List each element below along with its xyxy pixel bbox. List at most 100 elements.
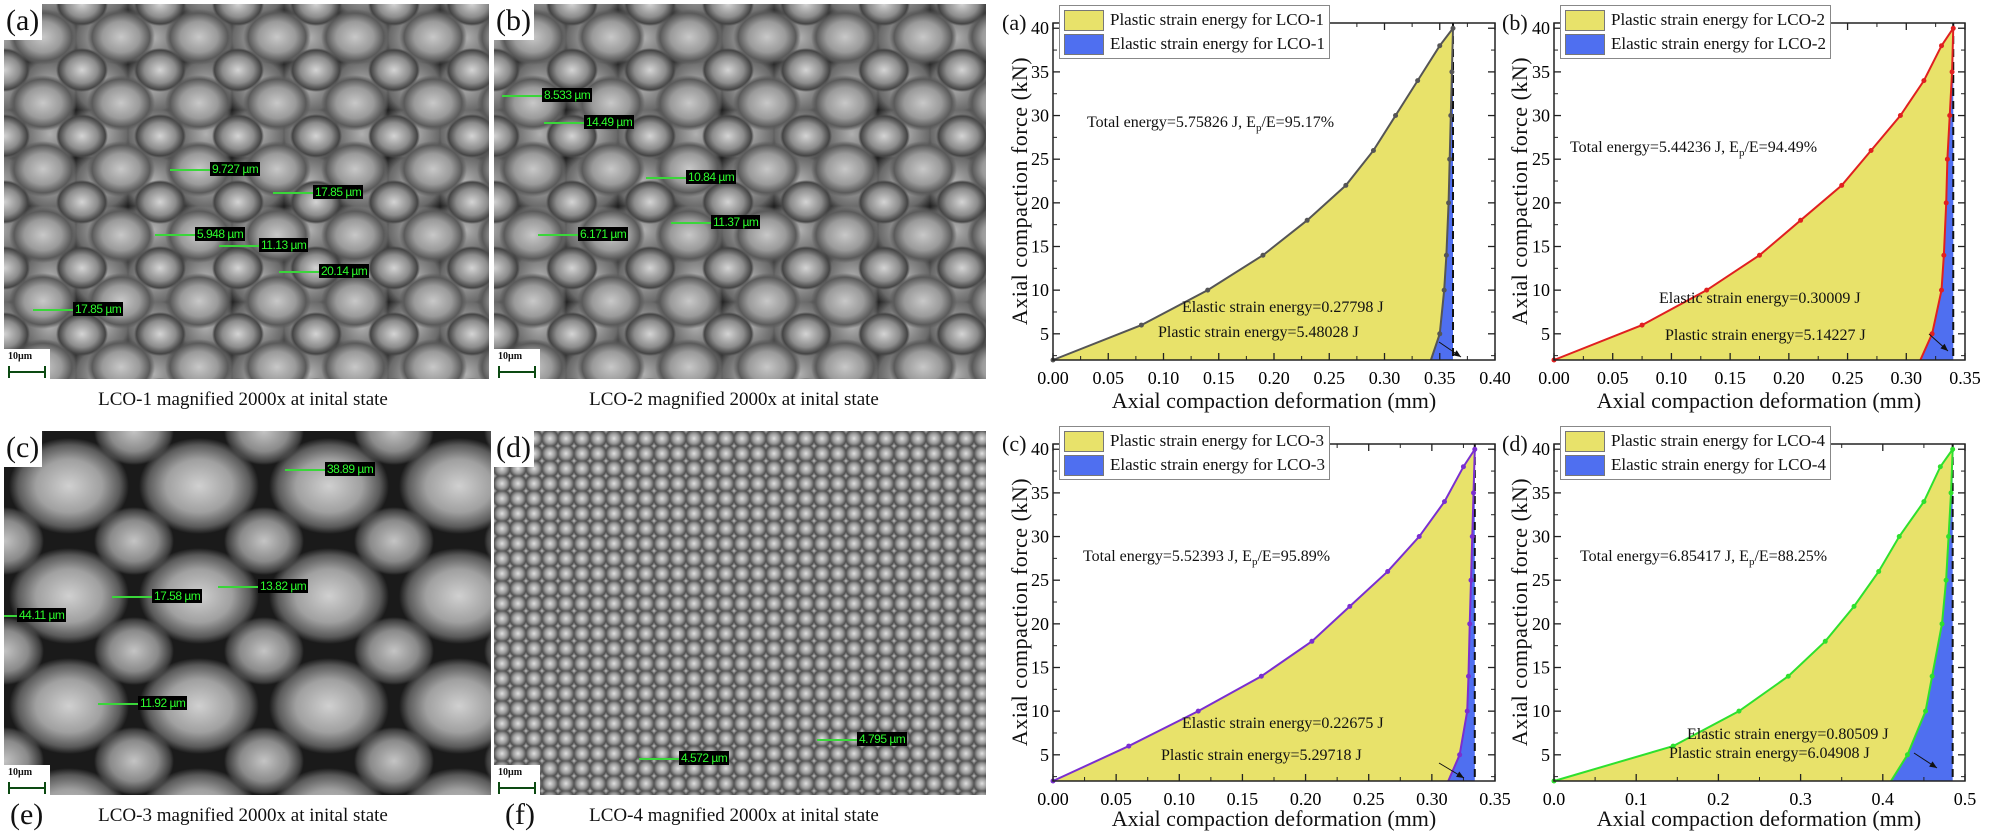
y-tick-label: 40 xyxy=(1031,439,1049,459)
y-axis-title: Axial compaction force (kN) xyxy=(1507,477,1532,747)
y-tick-label: 15 xyxy=(1031,658,1049,678)
x-tick-label: 0.10 xyxy=(1656,368,1688,388)
data-point-marker xyxy=(1443,252,1449,258)
x-tick-label: 0.30 xyxy=(1891,368,1923,388)
x-axis-title: Axial compaction deformation (mm) xyxy=(1596,806,1922,831)
legend-item-plastic: Plastic strain energy for LCO-2 xyxy=(1565,8,1826,32)
measurement-label: 20.14 µm xyxy=(278,264,370,278)
data-point-marker xyxy=(1949,69,1955,75)
scale-bar-label: 10µm xyxy=(8,351,33,362)
y-tick-label: 15 xyxy=(1532,237,1550,257)
x-tick-label: 0.30 xyxy=(1416,789,1448,809)
x-tick-label: 0.20 xyxy=(1290,789,1322,809)
scale-bar-label: 10µm xyxy=(498,767,523,778)
panel-label: (a) xyxy=(4,4,43,40)
data-point-marker xyxy=(1896,534,1902,540)
y-tick-label: 30 xyxy=(1031,106,1049,126)
x-axis-title: Axial compaction deformation (mm) xyxy=(1111,388,1437,413)
y-tick-label: 5 xyxy=(1040,745,1049,765)
x-tick-label: 0.00 xyxy=(1037,368,1069,388)
data-point-marker xyxy=(1839,182,1845,188)
plastic-energy-area xyxy=(1554,449,1953,781)
measurement-label: 11.13 µm xyxy=(218,238,309,252)
data-point-marker xyxy=(1471,490,1477,496)
y-tick-label: 35 xyxy=(1532,483,1550,503)
y-tick-label: 5 xyxy=(1541,324,1550,344)
x-tick-label: 0.0 xyxy=(1543,789,1566,809)
data-point-marker xyxy=(1950,25,1956,31)
plastic-energy-area xyxy=(1554,28,1954,360)
data-point-marker xyxy=(1921,78,1927,84)
data-point-marker xyxy=(1258,673,1264,679)
legend: Plastic strain energy for LCO-4 Elastic … xyxy=(1560,426,1831,480)
data-point-marker xyxy=(1950,446,1956,452)
data-point-marker xyxy=(1939,287,1945,293)
y-tick-label: 35 xyxy=(1532,62,1550,82)
legend-swatch-elastic xyxy=(1064,454,1104,476)
data-point-marker xyxy=(1469,534,1475,540)
panel-label-e: (e) xyxy=(10,798,44,831)
sem-image-lco1: (a) 9.727 µm 17.85 µm 5.948 µm 11.13 µm … xyxy=(4,4,489,379)
data-point-marker xyxy=(1446,200,1452,206)
data-point-marker xyxy=(1868,147,1874,153)
total-energy-annotation: Total energy=5.44236 J, Ep/E=94.49% xyxy=(1570,139,1818,160)
y-axis-title: Axial compaction force (kN) xyxy=(1507,56,1532,326)
x-tick-label: 0.20 xyxy=(1258,368,1290,388)
legend: Plastic strain energy for LCO-2 Elastic … xyxy=(1560,5,1831,59)
y-tick-label: 5 xyxy=(1541,745,1550,765)
y-tick-label: 25 xyxy=(1532,149,1550,169)
data-point-marker xyxy=(1941,252,1947,258)
data-point-marker xyxy=(1798,217,1804,223)
y-tick-label: 20 xyxy=(1532,614,1550,634)
x-tick-label: 0.4 xyxy=(1872,789,1895,809)
caption-lco1: LCO-1 magnified 2000x at inital state xyxy=(98,389,388,410)
x-tick-label: 0.10 xyxy=(1164,789,1196,809)
caption-lco2: LCO-2 magnified 2000x at inital state xyxy=(589,389,879,410)
legend-item-elastic: Elastic strain energy for LCO-1 xyxy=(1064,32,1325,56)
legend-swatch-plastic xyxy=(1565,430,1605,452)
data-point-marker xyxy=(1468,577,1474,583)
legend: Plastic strain energy for LCO-1 Elastic … xyxy=(1059,5,1330,59)
y-axis-title: Axial compaction force (kN) xyxy=(1007,477,1032,747)
x-tick-label: 0.30 xyxy=(1369,368,1401,388)
legend-swatch-elastic xyxy=(1064,33,1104,55)
data-point-marker xyxy=(1447,156,1453,162)
x-tick-label: 0.20 xyxy=(1773,368,1805,388)
x-axis-title: Axial compaction deformation (mm) xyxy=(1596,388,1922,413)
y-tick-label: 10 xyxy=(1532,280,1550,300)
measurement-label: 11.92 µm xyxy=(97,696,188,710)
elastic-energy-area xyxy=(1891,449,1953,781)
data-point-marker xyxy=(1448,113,1454,119)
y-tick-label: 20 xyxy=(1031,614,1049,634)
data-point-marker xyxy=(1304,217,1310,223)
arrow-head-icon xyxy=(1453,350,1461,357)
legend-swatch-plastic xyxy=(1064,9,1104,31)
panel-label: (c) xyxy=(4,431,43,467)
data-point-marker xyxy=(1785,673,1791,679)
y-tick-label: 25 xyxy=(1532,570,1550,590)
measurement-label: 17.58 µm xyxy=(111,589,203,603)
data-point-marker xyxy=(1415,78,1421,84)
data-point-marker xyxy=(1449,69,1455,75)
sem-image-lco2: (b) 8.533 µm 14.49 µm 10.84 µm 6.171 µm … xyxy=(494,4,986,379)
data-point-marker xyxy=(1370,147,1376,153)
legend-label: Elastic strain energy for LCO-1 xyxy=(1110,34,1325,53)
y-axis-title: Axial compaction force (kN) xyxy=(1007,56,1032,326)
chart-svg: 0.00 0.05 0.10 0.15 0.20 0.25 0.30 0.35 5 10 15 20 2… xyxy=(1532,18,1981,388)
scale-bar: 10µm xyxy=(494,349,540,379)
x-tick-label: 0.35 xyxy=(1949,368,1981,388)
data-point-marker xyxy=(1947,113,1953,119)
x-tick-label: 0.35 xyxy=(1424,368,1456,388)
data-point-marker xyxy=(1929,673,1935,679)
measurement-label: 4.795 µm xyxy=(816,732,908,746)
total-energy-annotation: Total energy=6.85417 J, Ep/E=88.25% xyxy=(1580,548,1828,569)
data-point-marker xyxy=(1195,708,1201,714)
data-point-marker xyxy=(1904,752,1910,758)
data-point-marker xyxy=(1639,322,1645,328)
plastic-energy-annotation: Plastic strain energy=5.14227 J xyxy=(1665,327,1866,344)
data-point-marker xyxy=(1939,43,1945,49)
y-tick-label: 10 xyxy=(1031,280,1049,300)
data-point-marker xyxy=(1309,638,1315,644)
data-point-marker xyxy=(1670,743,1676,749)
data-point-marker xyxy=(1944,156,1950,162)
